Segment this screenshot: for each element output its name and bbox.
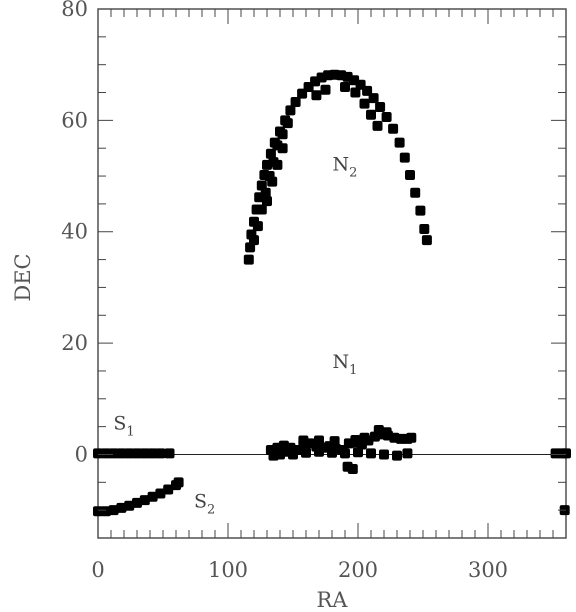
data-point <box>155 488 166 499</box>
data-point <box>421 235 432 246</box>
data-point <box>155 448 166 459</box>
y-tick-label: 80 <box>61 0 88 21</box>
data-point <box>288 449 298 460</box>
data-point <box>359 98 370 109</box>
y-tick-label: 40 <box>61 220 88 244</box>
y-tick-label: 60 <box>61 108 88 132</box>
data-point <box>388 123 399 134</box>
data-point <box>139 495 150 506</box>
data-point <box>265 148 276 159</box>
data-point <box>282 118 293 129</box>
data-point <box>311 90 322 101</box>
data-point <box>290 96 301 107</box>
data-point <box>419 223 430 234</box>
data-point <box>285 105 296 116</box>
data-point <box>347 463 358 474</box>
data-point <box>415 205 426 216</box>
data-point <box>399 152 410 163</box>
data-point <box>124 448 135 459</box>
data-point <box>272 159 283 170</box>
data-point <box>372 120 383 131</box>
data-point <box>298 435 309 446</box>
data-point <box>405 169 415 180</box>
data-point <box>147 448 158 459</box>
data-point <box>147 491 158 502</box>
data-point <box>314 446 324 457</box>
data-point <box>340 81 350 92</box>
x-tick-label: 0 <box>91 558 104 582</box>
data-point <box>350 87 361 98</box>
data-point <box>381 427 392 438</box>
data-point <box>267 176 278 187</box>
data-point <box>350 434 361 445</box>
tick-labels: 0 100 200 300 0 20 40 60 80 <box>61 0 508 582</box>
data-point <box>277 129 288 140</box>
data-point <box>366 448 376 459</box>
data-point <box>406 432 417 443</box>
data-point <box>100 448 111 459</box>
data-point <box>100 506 111 517</box>
data-point <box>256 204 267 215</box>
region-label: N2 <box>333 153 358 180</box>
region-label: S2 <box>194 490 215 517</box>
data-point <box>314 435 324 446</box>
data-point <box>329 436 340 447</box>
region-label: S1 <box>113 412 134 439</box>
data-point <box>116 502 127 513</box>
data-point <box>93 448 103 459</box>
data-point <box>132 448 142 459</box>
data-point <box>163 484 174 495</box>
data-point <box>277 143 288 154</box>
data-point <box>164 448 175 459</box>
axis-ticks <box>97 8 567 538</box>
data-point <box>392 450 402 461</box>
y-tick-label: 0 <box>75 442 88 466</box>
data-point <box>379 449 389 460</box>
data-point <box>108 505 119 516</box>
data-point <box>260 187 271 198</box>
data-point <box>394 137 405 148</box>
data-point <box>173 477 184 488</box>
data-point <box>359 432 370 443</box>
data-point <box>366 109 376 120</box>
plot-area: N2 N1 S1 S2 <box>93 8 571 539</box>
data-point <box>132 497 142 508</box>
data-point <box>327 447 337 458</box>
data-point <box>116 448 127 459</box>
data-point <box>375 102 386 113</box>
region-label: N1 <box>333 351 358 378</box>
data-point <box>124 500 135 511</box>
x-tick-label: 300 <box>468 558 508 582</box>
data-point <box>139 448 150 459</box>
data-point <box>402 448 413 459</box>
x-tick-label: 100 <box>208 558 248 582</box>
data-point <box>561 448 571 459</box>
data-point <box>320 84 331 95</box>
x-axis-title: RA <box>317 588 349 612</box>
data-point <box>410 187 421 198</box>
data-point <box>93 506 103 517</box>
data-point <box>262 196 272 207</box>
data-point <box>243 254 254 265</box>
data-point <box>249 235 259 246</box>
data-point <box>381 112 392 123</box>
y-tick-label: 20 <box>61 331 88 355</box>
data-point <box>368 93 379 104</box>
plot-frame <box>97 8 567 539</box>
data-point <box>362 85 373 96</box>
data-point <box>301 447 311 458</box>
data-point <box>108 448 119 459</box>
data-point <box>373 424 384 435</box>
x-tick-label: 200 <box>338 558 378 582</box>
data-point <box>340 448 350 459</box>
data-point <box>353 447 363 458</box>
data-point <box>252 221 263 232</box>
y-axis-title: DEC <box>11 253 35 301</box>
